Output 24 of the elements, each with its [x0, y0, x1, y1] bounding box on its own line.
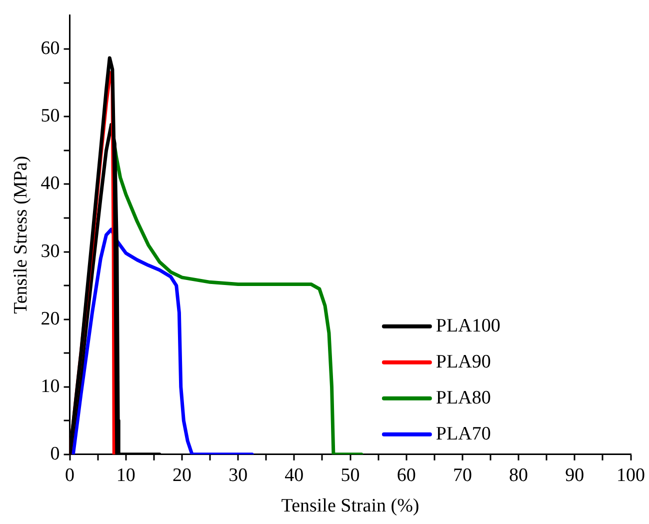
y-tick-label: 30 [40, 240, 60, 262]
x-tick-label: 70 [452, 464, 472, 486]
y-tick-label: 10 [40, 376, 60, 397]
legend-label: PLA80 [436, 387, 491, 408]
x-tick-label: 80 [509, 464, 528, 486]
x-tick-label: 20 [172, 464, 192, 486]
legend-label: PLA90 [436, 351, 491, 372]
y-tick-label: 60 [40, 38, 60, 60]
legend-label: PLA100 [436, 315, 500, 336]
x-tick-label: 100 [616, 464, 645, 486]
x-tick-label: 60 [396, 464, 416, 486]
x-tick-label: 90 [565, 464, 584, 486]
x-tick-label: 40 [284, 464, 304, 486]
y-axis-title: Tensile Stress (MPa) [10, 156, 32, 314]
x-tick-label: 10 [116, 464, 136, 486]
y-tick-label: 0 [50, 443, 60, 464]
x-tick-label: 0 [65, 464, 75, 486]
x-axis-title: Tensile Strain (%) [281, 496, 420, 517]
y-tick-label: 40 [40, 173, 60, 194]
y-tick-label: 50 [40, 106, 60, 127]
y-tick-label: 20 [40, 308, 60, 330]
x-tick-label: 50 [340, 464, 360, 486]
legend-label: PLA70 [436, 423, 491, 444]
x-tick-label: 30 [228, 464, 248, 486]
